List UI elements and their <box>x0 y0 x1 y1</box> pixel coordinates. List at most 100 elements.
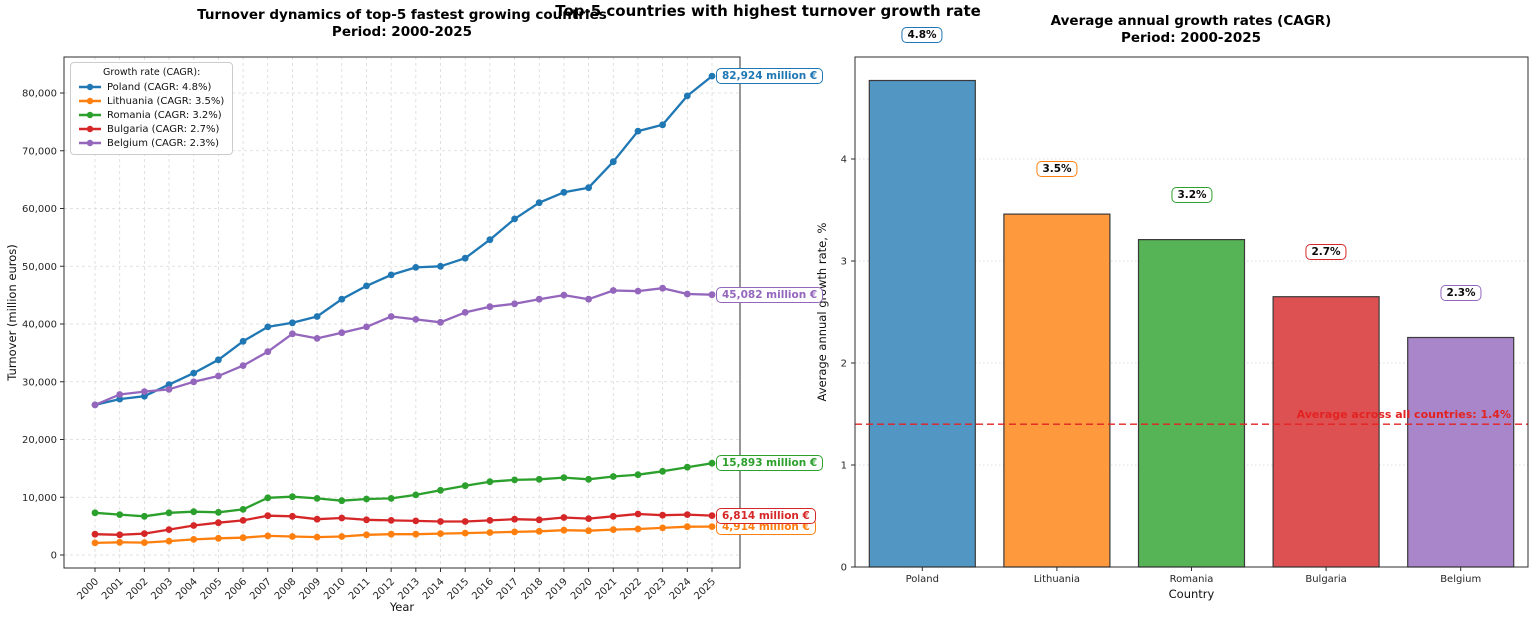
legend-marker-lithuania <box>79 97 101 105</box>
annotation-poland: 82,924 million € <box>716 68 824 84</box>
legend-marker-romania <box>79 111 101 119</box>
xtick-lithuania: Lithuania <box>1034 574 1080 585</box>
line-chart-xlabel: Year <box>389 600 415 614</box>
xtick-2002: 2002 <box>125 576 151 602</box>
markers-lithuania <box>91 523 716 547</box>
figure-suptitle: Top-5 countries with highest turnover gr… <box>555 2 981 20</box>
line-chart-title-main: Turnover dynamics of top-5 fastest growi… <box>197 7 607 23</box>
bar-belgium <box>1407 336 1515 568</box>
ytick-0: 0 <box>51 551 57 562</box>
ytick-60,000: 60,000 <box>22 204 57 215</box>
xtick-romania: Romania <box>1170 574 1214 585</box>
legend-marker-bulgaria <box>79 125 101 133</box>
line-chart-ticks <box>60 92 713 572</box>
xtick-2010: 2010 <box>322 576 348 602</box>
legend: Growth rate (CAGR): Poland (CAGR: 4.8%) Li… <box>70 62 234 155</box>
annotation-romania: 15,893 million € <box>716 455 824 471</box>
ytick-70,000: 70,000 <box>22 146 57 157</box>
line-chart-ytick-labels: 0 10,000 20,000 30,000 40,000 50,000 60,000 70,… <box>22 89 57 562</box>
xtick-2023: 2023 <box>643 576 669 602</box>
bar-bulgaria <box>1272 296 1380 568</box>
ytick-30,000: 30,000 <box>22 377 57 388</box>
legend-title: Growth rate (CAGR): <box>103 67 201 78</box>
bar-label-poland: 4.8% <box>901 27 943 43</box>
line-series-poland <box>94 75 713 407</box>
bar-chart-ytick-labels: 0 1 2 3 4 <box>841 155 847 574</box>
xtick-2012: 2012 <box>372 576 398 602</box>
legend-item-romania: Romania (CAGR: 3.2%) <box>71 108 232 122</box>
xtick-2014: 2014 <box>421 576 447 602</box>
bar-romania <box>1137 239 1246 568</box>
xtick-2008: 2008 <box>273 576 299 602</box>
legend-item-lithuania: Lithuania (CAGR: 3.5%) <box>71 94 232 108</box>
bar-chart-title: Average annual growth rates (CAGR) Perio… <box>1051 12 1332 47</box>
xtick-2004: 2004 <box>174 576 200 602</box>
xtick-bulgaria: Bulgaria <box>1305 574 1346 585</box>
xtick-2009: 2009 <box>297 576 323 602</box>
xtick-2024: 2024 <box>668 576 694 602</box>
ytick-80,000: 80,000 <box>22 89 57 100</box>
legend-label-lithuania: Lithuania (CAGR: 3.5%) <box>107 95 225 107</box>
xtick-2005: 2005 <box>199 576 225 602</box>
annotation-belgium: 45,082 million € <box>716 287 824 303</box>
xtick-2019: 2019 <box>544 576 570 602</box>
bar-chart-ylabel: Average annual growth rate, % <box>815 222 829 401</box>
markers-belgium <box>91 284 716 409</box>
legend-label-bulgaria: Bulgaria (CAGR: 2.7%) <box>107 123 220 135</box>
markers-poland <box>91 72 716 409</box>
ytick-1: 1 <box>841 461 847 472</box>
xtick-2018: 2018 <box>520 576 546 602</box>
xtick-2001: 2001 <box>100 576 126 602</box>
xtick-2022: 2022 <box>618 576 644 602</box>
legend-marker-belgium <box>79 139 101 147</box>
bar-label-romania: 3.2% <box>1171 187 1213 203</box>
line-series-romania <box>94 462 713 518</box>
legend-label-romania: Romania (CAGR: 3.2%) <box>107 109 222 121</box>
bar-chart-ticks <box>851 158 1462 571</box>
ytick-4: 4 <box>841 155 847 166</box>
xtick-2006: 2006 <box>223 576 249 602</box>
bar-label-belgium: 2.3% <box>1440 285 1482 301</box>
ytick-0: 0 <box>841 563 847 574</box>
legend-label-belgium: Belgium (CAGR: 2.3%) <box>107 137 219 149</box>
markers-bulgaria <box>91 510 716 539</box>
line-series-bulgaria <box>94 512 713 536</box>
line-chart-frame <box>63 56 741 569</box>
ytick-10,000: 10,000 <box>22 493 57 504</box>
legend-marker-poland <box>79 83 101 91</box>
xtick-2011: 2011 <box>347 576 373 602</box>
line-chart-title: Turnover dynamics of top-5 fastest growi… <box>197 6 607 41</box>
xtick-2003: 2003 <box>149 576 175 602</box>
xtick-2007: 2007 <box>248 576 274 602</box>
xtick-2000: 2000 <box>75 576 101 602</box>
legend-item-poland: Poland (CAGR: 4.8%) <box>71 80 232 94</box>
legend-item-belgium: Belgium (CAGR: 2.3%) <box>71 136 232 150</box>
bar-chart-title-sub: Period: 2000-2025 <box>1120 30 1262 46</box>
bar-poland <box>868 79 976 568</box>
xtick-2020: 2020 <box>569 576 595 602</box>
annotation-bulgaria: 6,814 million € <box>716 508 816 524</box>
markers-romania <box>91 459 716 520</box>
ytick-40,000: 40,000 <box>22 320 57 331</box>
bar-chart: 0 1 2 3 4 Poland Lithuania Romania Bulgaria Belgi… <box>815 56 1529 601</box>
line-series-lithuania <box>94 525 713 545</box>
line-chart-xtick-labels: 2000200120022003200420052006200720082009… <box>75 576 718 602</box>
bar-label-bulgaria: 2.7% <box>1305 244 1347 260</box>
bar-chart-xtick-labels: Poland Lithuania Romania Bulgaria Belgium <box>906 574 1482 585</box>
xtick-2016: 2016 <box>470 576 496 602</box>
xtick-2015: 2015 <box>446 576 472 602</box>
legend-item-bulgaria: Bulgaria (CAGR: 2.7%) <box>71 122 232 136</box>
ytick-2: 2 <box>841 359 847 370</box>
xtick-2013: 2013 <box>396 576 422 602</box>
line-chart-ylabel: Turnover (million euros) <box>5 244 19 381</box>
legend-label-poland: Poland (CAGR: 4.8%) <box>107 81 212 93</box>
xtick-2021: 2021 <box>594 576 620 602</box>
ytick-20,000: 20,000 <box>22 435 57 446</box>
line-series-belgium <box>94 287 713 406</box>
ytick-3: 3 <box>841 257 847 268</box>
ytick-50,000: 50,000 <box>22 262 57 273</box>
bar-label-lithuania: 3.5% <box>1036 161 1078 177</box>
bar-chart-title-main: Average annual growth rates (CAGR) <box>1050 13 1332 29</box>
